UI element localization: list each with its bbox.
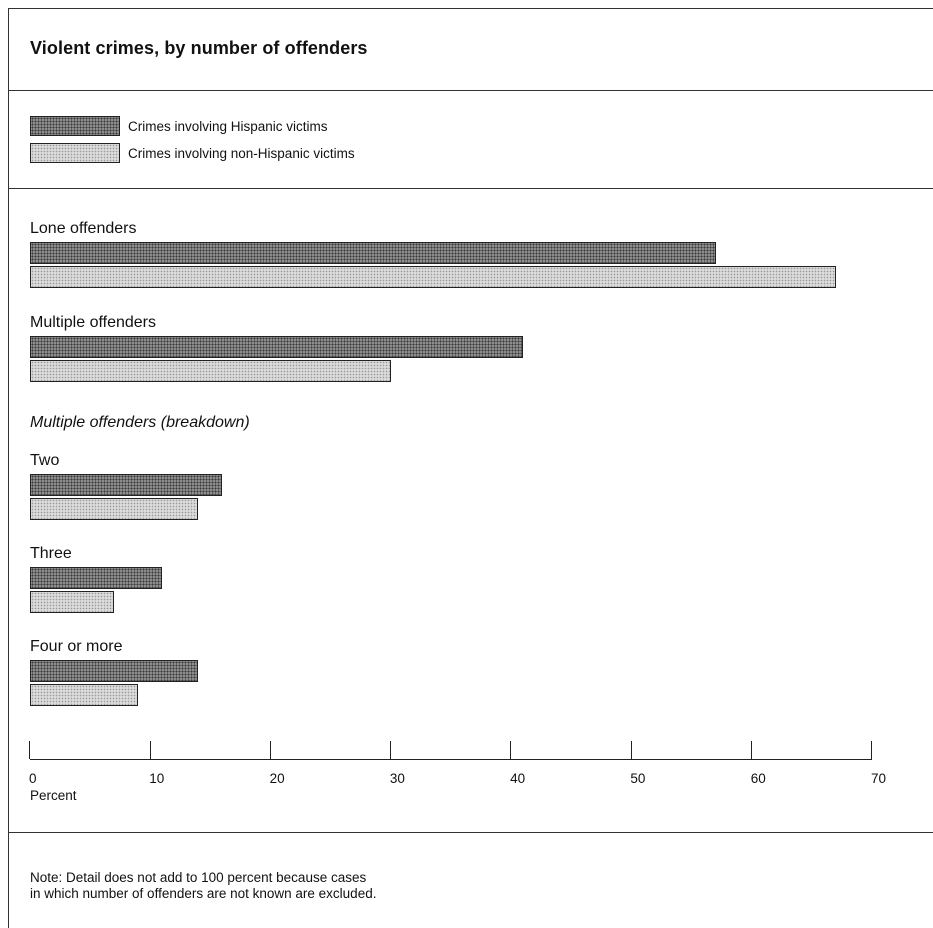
x-tick-20 [269,741,271,759]
legend-label-hispanic: Crimes involving Hispanic victims [128,119,328,134]
x-tick-label-70: 70 [871,771,887,786]
divider-note [8,832,933,833]
x-tick-50 [630,741,632,759]
x-axis-line [30,759,872,760]
bar-two-hispanic [30,474,223,496]
x-tick-label-30: 30 [389,771,405,786]
x-tick-0 [29,741,31,759]
x-tick-label-10: 10 [149,771,165,786]
divider-title [8,90,933,91]
bar-lone-offenders-hispanic [30,242,716,264]
x-tick-40 [510,741,512,759]
category-label-lone-offenders: Lone offenders [30,220,137,237]
x-tick-70 [871,741,873,759]
x-tick-label-20: 20 [269,771,285,786]
category-label-three: Three [30,545,72,562]
bar-three-non-hispanic [30,591,115,613]
x-tick-label-40: 40 [510,771,526,786]
bar-two-non-hispanic [30,498,199,520]
bar-multiple-offenders-non-hispanic [30,360,391,382]
divider-legend [8,188,933,189]
bar-multiple-offenders-hispanic [30,336,524,358]
category-label-multiple-offenders: Multiple offenders [30,314,156,331]
bar-lone-offenders-non-hispanic [30,266,836,288]
legend-label-non-hispanic: Crimes involving non-Hispanic victims [128,146,355,161]
note-line-2: in which number of offenders are not kno… [30,886,377,901]
x-tick-10 [149,741,151,759]
x-tick-label-60: 60 [750,771,766,786]
chart-note: Note: Detail does not add to 100 percent… [30,870,376,902]
legend-swatch-hispanic [30,116,120,136]
category-label-two: Two [30,452,60,469]
x-axis-label: Percent [30,788,77,803]
bar-four-or-more-hispanic [30,660,199,682]
section-heading-breakdown: Multiple offenders (breakdown) [30,414,250,431]
chart-frame [8,8,933,928]
category-label-four-or-more: Four or more [30,638,123,655]
bar-three-hispanic [30,567,163,589]
chart-title: Violent crimes, by number of offenders [30,38,368,58]
bar-four-or-more-non-hispanic [30,684,139,706]
x-tick-60 [750,741,752,759]
note-line-1: Note: Detail does not add to 100 percent… [30,870,367,885]
x-tick-label-0: 0 [29,771,37,786]
x-tick-label-50: 50 [630,771,646,786]
x-tick-30 [390,741,392,759]
legend-swatch-non-hispanic [30,143,120,163]
